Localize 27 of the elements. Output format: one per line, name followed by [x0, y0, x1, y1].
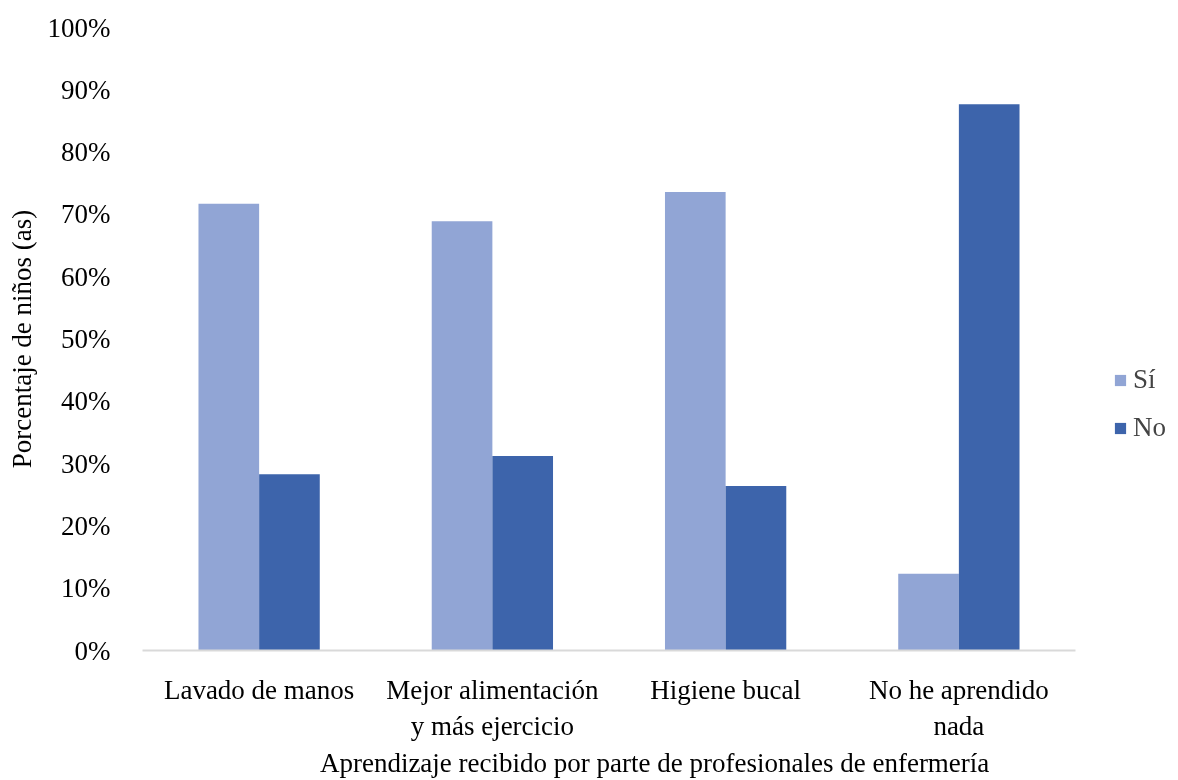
bar [725, 486, 787, 651]
y-tick-label: 0% [74, 635, 111, 666]
x-tick-label: No he aprendido nada [868, 674, 1049, 741]
y-tick-label: 70% [61, 199, 111, 230]
x-tick-label: Higiene bucal [650, 674, 801, 705]
y-tick-label: 80% [61, 137, 111, 168]
bar [492, 456, 554, 651]
legend-label: Sí [1133, 363, 1156, 396]
bar [898, 573, 959, 651]
y-tick-label: 20% [61, 510, 111, 541]
x-tick-label: Mejor alimentación y más ejercicio [386, 674, 599, 741]
bar [198, 203, 260, 651]
bar [259, 474, 320, 651]
y-tick-label: 50% [61, 324, 111, 354]
x-tick-label: Lavado de manos [163, 674, 355, 705]
y-tick-label: 60% [61, 261, 111, 292]
legend-label: No [1133, 411, 1166, 444]
y-tick-label: 30% [61, 448, 111, 479]
bar [664, 191, 726, 651]
bar [431, 221, 493, 651]
y-tick-label: 100% [47, 12, 111, 43]
y-tick-label: 90% [61, 74, 111, 105]
y-tick-label: 10% [61, 573, 111, 604]
y-tick-label: 40% [61, 386, 111, 417]
bar [958, 104, 1020, 651]
x-axis-title: Aprendizaje recibido por parte de profesionales de enfermería [319, 747, 990, 778]
y-axis-title: Porcentaje de niños (as) [6, 209, 37, 469]
